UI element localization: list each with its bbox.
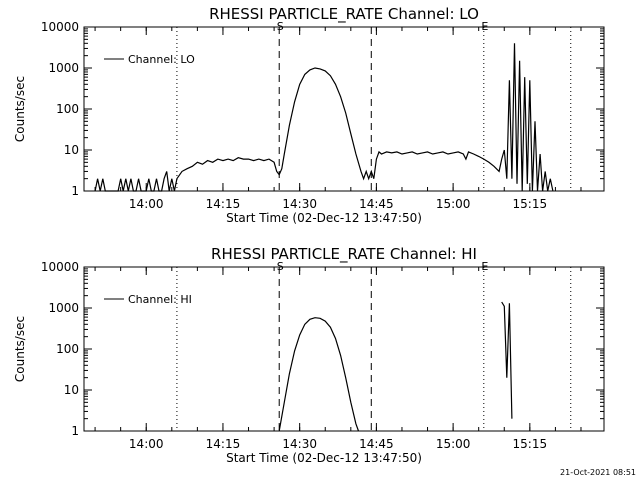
y-tick-label: 1 xyxy=(71,184,79,198)
y-axis-label: Counts/sec xyxy=(13,76,27,142)
x-tick-label: 14:30 xyxy=(282,437,317,451)
x-tick-label: 15:00 xyxy=(436,197,471,211)
x-tick-label: 14:00 xyxy=(129,197,164,211)
y-axis-label: Counts/sec xyxy=(13,316,27,382)
y-tick-label: 10 xyxy=(64,143,79,157)
x-tick-label: 14:15 xyxy=(206,197,241,211)
legend-label: Channel: HI xyxy=(128,293,192,306)
legend-label: Channel: LO xyxy=(128,53,195,66)
y-tick-label: 100 xyxy=(56,342,79,356)
y-tick-label: 1000 xyxy=(48,301,79,315)
x-tick-label: 14:45 xyxy=(359,437,394,451)
x-axis-label: Start Time (02-Dec-12 13:47:50) xyxy=(226,211,422,225)
y-tick-label: 10000 xyxy=(41,260,79,274)
x-tick-label: 14:30 xyxy=(282,197,317,211)
chart-title: RHESSI PARTICLE_RATE Channel: LO xyxy=(209,5,479,24)
series-line-1-0 xyxy=(278,317,360,432)
x-tick-label: 14:15 xyxy=(206,437,241,451)
series-line-1-1 xyxy=(501,301,513,419)
event-marker-label: E xyxy=(481,20,488,33)
x-tick-label: 15:15 xyxy=(513,437,548,451)
y-tick-label: 100 xyxy=(56,102,79,116)
x-tick-label: 15:00 xyxy=(436,437,471,451)
y-tick-label: 10000 xyxy=(41,20,79,34)
x-axis-label: Start Time (02-Dec-12 13:47:50) xyxy=(226,451,422,465)
footer-timestamp: 21-Oct-2021 08:51 xyxy=(560,468,636,477)
event-marker-label: S xyxy=(277,260,284,273)
chart-title: RHESSI PARTICLE_RATE Channel: HI xyxy=(211,245,477,264)
x-tick-label: 14:00 xyxy=(129,437,164,451)
series-line-0-0 xyxy=(94,43,554,192)
event-marker-label: S xyxy=(277,20,284,33)
x-tick-label: 14:45 xyxy=(359,197,394,211)
y-tick-label: 10 xyxy=(64,383,79,397)
event-marker-label: E xyxy=(481,260,488,273)
x-tick-label: 15:15 xyxy=(513,197,548,211)
y-tick-label: 1 xyxy=(71,424,79,438)
y-tick-label: 1000 xyxy=(48,61,79,75)
